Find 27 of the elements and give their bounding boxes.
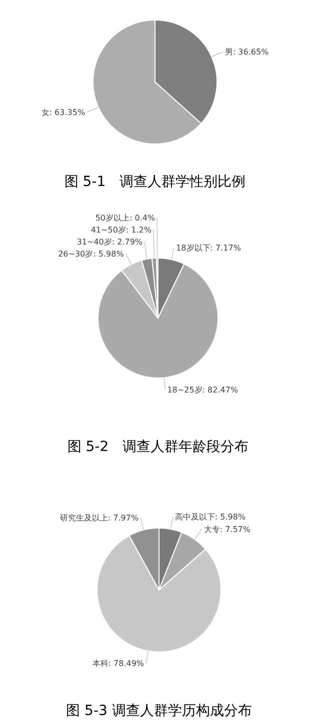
text: 图 5-2 调查人群年龄段分布 bbox=[67, 439, 249, 455]
slice-label: 本科 bbox=[92, 659, 108, 668]
slice-label: 高中及以下 bbox=[174, 512, 215, 522]
data-label: : 5.98% bbox=[93, 249, 124, 258]
data-label: : 5.98% bbox=[214, 512, 246, 522]
text: 图 5-1 调查人群学性别比例 bbox=[64, 174, 246, 190]
slice-label: 18岁以下 bbox=[176, 244, 210, 253]
slice-label: 41~50岁 bbox=[90, 225, 126, 234]
slice-label: 男 bbox=[224, 48, 233, 57]
data-label: : 7.57% bbox=[220, 524, 251, 534]
data-label: : 2.79% bbox=[112, 237, 143, 246]
data-label: : 0.4% bbox=[130, 213, 156, 222]
slice-label: 31~40岁 bbox=[76, 237, 112, 246]
slice-label: 50岁以上 bbox=[95, 213, 130, 222]
data-label: : 36.65% bbox=[232, 48, 270, 57]
data-label: : 78.49% bbox=[108, 659, 144, 668]
slice-label: 大专 bbox=[204, 524, 220, 534]
text: 图 5-3 调查人群学历构成分布 bbox=[66, 703, 252, 719]
data-label: : 1.2% bbox=[126, 225, 152, 234]
data-label: : 82.47% bbox=[202, 385, 238, 394]
slice-label: 女 bbox=[41, 108, 50, 118]
slice-label: 研究生及以上 bbox=[60, 514, 108, 523]
data-label: : 63.35% bbox=[49, 108, 86, 118]
data-label: : 7.97% bbox=[108, 514, 139, 523]
slice-label: 26~30岁 bbox=[58, 249, 94, 258]
slice-label: 18~25岁 bbox=[167, 385, 202, 394]
data-label: : 7.17% bbox=[210, 244, 242, 253]
